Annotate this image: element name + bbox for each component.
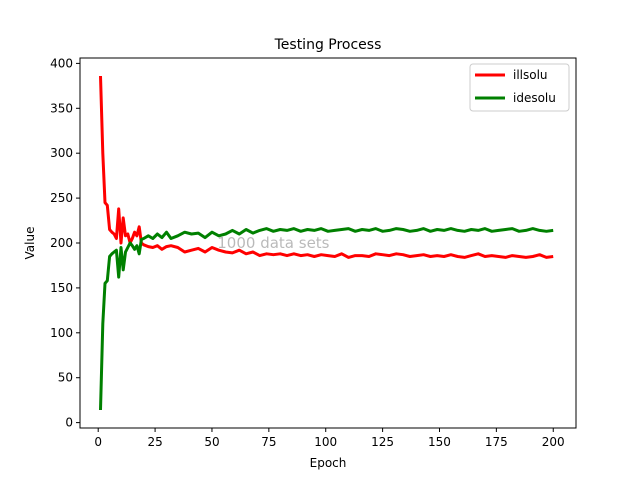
x-tick-label: 75 xyxy=(261,435,276,449)
x-tick-label: 50 xyxy=(204,435,219,449)
y-tick-label: 0 xyxy=(65,416,73,430)
x-axis: 0 25 50 75 100 125 150 175 200 xyxy=(94,428,565,449)
y-tick-label: 100 xyxy=(50,326,73,340)
y-axis-label: Value xyxy=(23,227,37,260)
y-tick-label: 250 xyxy=(50,191,73,205)
y-tick-label: 400 xyxy=(50,56,73,70)
x-tick-label: 150 xyxy=(428,435,451,449)
legend: illsolu idesolu xyxy=(469,63,570,112)
x-tick-label: 200 xyxy=(542,435,565,449)
x-tick-label: 0 xyxy=(94,435,102,449)
series-line-illsolu xyxy=(99,75,554,259)
y-tick-label: 300 xyxy=(50,146,73,160)
x-tick-label: 175 xyxy=(485,435,508,449)
legend-label-illsolu: illsolu xyxy=(513,68,548,82)
y-tick-label: 150 xyxy=(50,281,73,295)
series-layer xyxy=(99,75,554,411)
legend-label-idesolu: idesolu xyxy=(513,91,556,105)
series-line-idesolu xyxy=(99,227,554,411)
x-tick-label: 125 xyxy=(371,435,394,449)
x-tick-label: 25 xyxy=(147,435,162,449)
y-axis: 0 50 100 150 200 250 300 350 400 xyxy=(50,56,80,430)
y-tick-label: 200 xyxy=(50,236,73,250)
annotation-text: 1000 data sets xyxy=(217,234,329,252)
y-tick-label: 350 xyxy=(50,101,73,115)
x-axis-label: Epoch xyxy=(310,456,347,470)
x-tick-label: 100 xyxy=(314,435,337,449)
chart-title: Testing Process xyxy=(274,37,382,53)
y-tick-label: 50 xyxy=(58,371,73,385)
